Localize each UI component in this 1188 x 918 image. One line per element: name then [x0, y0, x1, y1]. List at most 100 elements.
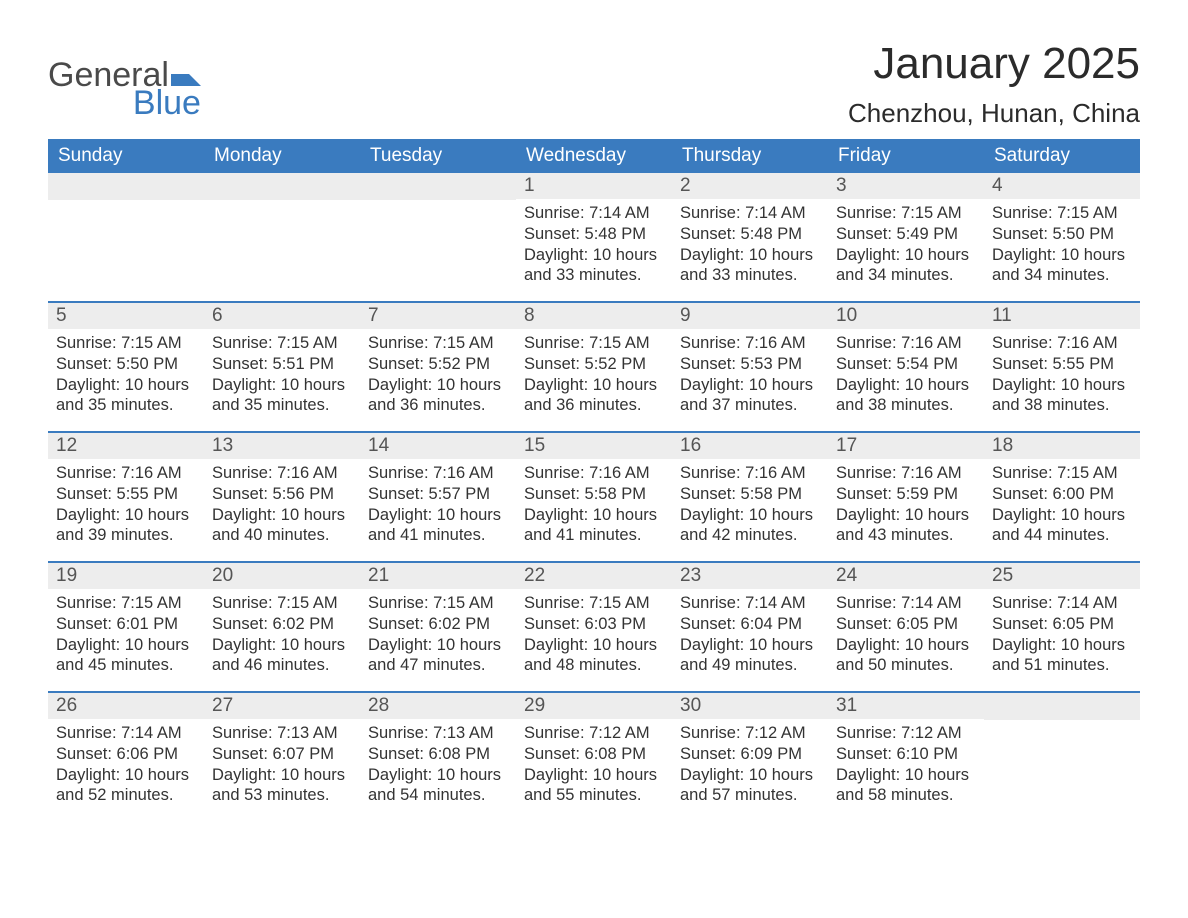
- sunrise-line: Sunrise: 7:16 AM: [680, 463, 820, 484]
- daylight-line-2: and 53 minutes.: [212, 785, 352, 806]
- daylight-line-2: and 34 minutes.: [992, 265, 1132, 286]
- daylight-line-1: Daylight: 10 hours: [992, 375, 1132, 396]
- sunrise-line: Sunrise: 7:15 AM: [836, 203, 976, 224]
- day-number: 30: [672, 693, 828, 719]
- day-number: 12: [48, 433, 204, 459]
- daylight-line-1: Daylight: 10 hours: [56, 635, 196, 656]
- sunrise-line: Sunrise: 7:16 AM: [836, 333, 976, 354]
- daylight-line-1: Daylight: 10 hours: [992, 505, 1132, 526]
- daylight-line-1: Daylight: 10 hours: [524, 505, 664, 526]
- day-number: 11: [984, 303, 1140, 329]
- daylight-line-1: Daylight: 10 hours: [368, 765, 508, 786]
- daylight-line-1: Daylight: 10 hours: [56, 505, 196, 526]
- day-body: Sunrise: 7:14 AMSunset: 5:48 PMDaylight:…: [672, 199, 828, 294]
- day-number: 13: [204, 433, 360, 459]
- sunset-line: Sunset: 5:48 PM: [680, 224, 820, 245]
- daylight-line-1: Daylight: 10 hours: [368, 375, 508, 396]
- day-cell: 11Sunrise: 7:16 AMSunset: 5:55 PMDayligh…: [984, 303, 1140, 431]
- day-body: Sunrise: 7:16 AMSunset: 5:58 PMDaylight:…: [516, 459, 672, 554]
- day-cell: 30Sunrise: 7:12 AMSunset: 6:09 PMDayligh…: [672, 693, 828, 821]
- logo: General Blue: [48, 40, 201, 120]
- daylight-line-2: and 36 minutes.: [368, 395, 508, 416]
- day-cell: 12Sunrise: 7:16 AMSunset: 5:55 PMDayligh…: [48, 433, 204, 561]
- day-cell: 24Sunrise: 7:14 AMSunset: 6:05 PMDayligh…: [828, 563, 984, 691]
- sunset-line: Sunset: 6:05 PM: [836, 614, 976, 635]
- daylight-line-1: Daylight: 10 hours: [680, 765, 820, 786]
- sunrise-line: Sunrise: 7:14 AM: [680, 203, 820, 224]
- daylight-line-1: Daylight: 10 hours: [368, 635, 508, 656]
- day-number: 16: [672, 433, 828, 459]
- sunrise-line: Sunrise: 7:13 AM: [368, 723, 508, 744]
- day-number: 25: [984, 563, 1140, 589]
- daylight-line-1: Daylight: 10 hours: [680, 505, 820, 526]
- day-cell: 26Sunrise: 7:14 AMSunset: 6:06 PMDayligh…: [48, 693, 204, 821]
- day-number: 19: [48, 563, 204, 589]
- daylight-line-2: and 48 minutes.: [524, 655, 664, 676]
- sunrise-line: Sunrise: 7:16 AM: [992, 333, 1132, 354]
- day-body: Sunrise: 7:14 AMSunset: 6:05 PMDaylight:…: [984, 589, 1140, 684]
- day-cell: 7Sunrise: 7:15 AMSunset: 5:52 PMDaylight…: [360, 303, 516, 431]
- day-number: 4: [984, 173, 1140, 199]
- daylight-line-2: and 38 minutes.: [836, 395, 976, 416]
- dow-friday: Friday: [828, 139, 984, 173]
- day-cell: 8Sunrise: 7:15 AMSunset: 5:52 PMDaylight…: [516, 303, 672, 431]
- daylight-line-1: Daylight: 10 hours: [524, 765, 664, 786]
- day-number: 20: [204, 563, 360, 589]
- daylight-line-2: and 50 minutes.: [836, 655, 976, 676]
- daylight-line-2: and 44 minutes.: [992, 525, 1132, 546]
- empty-day-header: [360, 173, 516, 200]
- day-body: Sunrise: 7:15 AMSunset: 5:51 PMDaylight:…: [204, 329, 360, 424]
- day-cell: 22Sunrise: 7:15 AMSunset: 6:03 PMDayligh…: [516, 563, 672, 691]
- sunset-line: Sunset: 5:55 PM: [56, 484, 196, 505]
- sunset-line: Sunset: 5:54 PM: [836, 354, 976, 375]
- day-cell: [360, 173, 516, 301]
- day-cell: 27Sunrise: 7:13 AMSunset: 6:07 PMDayligh…: [204, 693, 360, 821]
- empty-day-header: [204, 173, 360, 200]
- daylight-line-2: and 35 minutes.: [212, 395, 352, 416]
- day-cell: [48, 173, 204, 301]
- day-body: Sunrise: 7:15 AMSunset: 6:02 PMDaylight:…: [360, 589, 516, 684]
- sunrise-line: Sunrise: 7:15 AM: [368, 593, 508, 614]
- daylight-line-1: Daylight: 10 hours: [680, 375, 820, 396]
- day-number: 2: [672, 173, 828, 199]
- daylight-line-1: Daylight: 10 hours: [524, 375, 664, 396]
- daylight-line-2: and 45 minutes.: [56, 655, 196, 676]
- week-row: 12Sunrise: 7:16 AMSunset: 5:55 PMDayligh…: [48, 431, 1140, 561]
- day-cell: 1Sunrise: 7:14 AMSunset: 5:48 PMDaylight…: [516, 173, 672, 301]
- sunset-line: Sunset: 5:52 PM: [524, 354, 664, 375]
- daylight-line-1: Daylight: 10 hours: [992, 635, 1132, 656]
- daylight-line-1: Daylight: 10 hours: [212, 505, 352, 526]
- daylight-line-2: and 57 minutes.: [680, 785, 820, 806]
- sunset-line: Sunset: 6:04 PM: [680, 614, 820, 635]
- sunrise-line: Sunrise: 7:15 AM: [212, 593, 352, 614]
- day-body: Sunrise: 7:14 AMSunset: 6:04 PMDaylight:…: [672, 589, 828, 684]
- empty-day-header: [984, 693, 1140, 720]
- week-row: 19Sunrise: 7:15 AMSunset: 6:01 PMDayligh…: [48, 561, 1140, 691]
- sunset-line: Sunset: 6:10 PM: [836, 744, 976, 765]
- day-cell: 13Sunrise: 7:16 AMSunset: 5:56 PMDayligh…: [204, 433, 360, 561]
- daylight-line-2: and 49 minutes.: [680, 655, 820, 676]
- day-body: Sunrise: 7:16 AMSunset: 5:58 PMDaylight:…: [672, 459, 828, 554]
- day-body: Sunrise: 7:15 AMSunset: 6:01 PMDaylight:…: [48, 589, 204, 684]
- day-body: Sunrise: 7:15 AMSunset: 5:50 PMDaylight:…: [48, 329, 204, 424]
- sunrise-line: Sunrise: 7:12 AM: [836, 723, 976, 744]
- day-cell: 18Sunrise: 7:15 AMSunset: 6:00 PMDayligh…: [984, 433, 1140, 561]
- day-body: Sunrise: 7:14 AMSunset: 6:06 PMDaylight:…: [48, 719, 204, 814]
- day-number: 10: [828, 303, 984, 329]
- daylight-line-2: and 37 minutes.: [680, 395, 820, 416]
- day-of-week-row: SundayMondayTuesdayWednesdayThursdayFrid…: [48, 139, 1140, 173]
- day-number: 7: [360, 303, 516, 329]
- day-cell: 20Sunrise: 7:15 AMSunset: 6:02 PMDayligh…: [204, 563, 360, 691]
- daylight-line-1: Daylight: 10 hours: [836, 505, 976, 526]
- sunrise-line: Sunrise: 7:15 AM: [56, 593, 196, 614]
- daylight-line-1: Daylight: 10 hours: [992, 245, 1132, 266]
- daylight-line-1: Daylight: 10 hours: [212, 765, 352, 786]
- sunrise-line: Sunrise: 7:16 AM: [836, 463, 976, 484]
- day-cell: [204, 173, 360, 301]
- sunrise-line: Sunrise: 7:16 AM: [680, 333, 820, 354]
- day-cell: 15Sunrise: 7:16 AMSunset: 5:58 PMDayligh…: [516, 433, 672, 561]
- day-number: 5: [48, 303, 204, 329]
- day-number: 18: [984, 433, 1140, 459]
- day-cell: 21Sunrise: 7:15 AMSunset: 6:02 PMDayligh…: [360, 563, 516, 691]
- location: Chenzhou, Hunan, China: [848, 98, 1140, 129]
